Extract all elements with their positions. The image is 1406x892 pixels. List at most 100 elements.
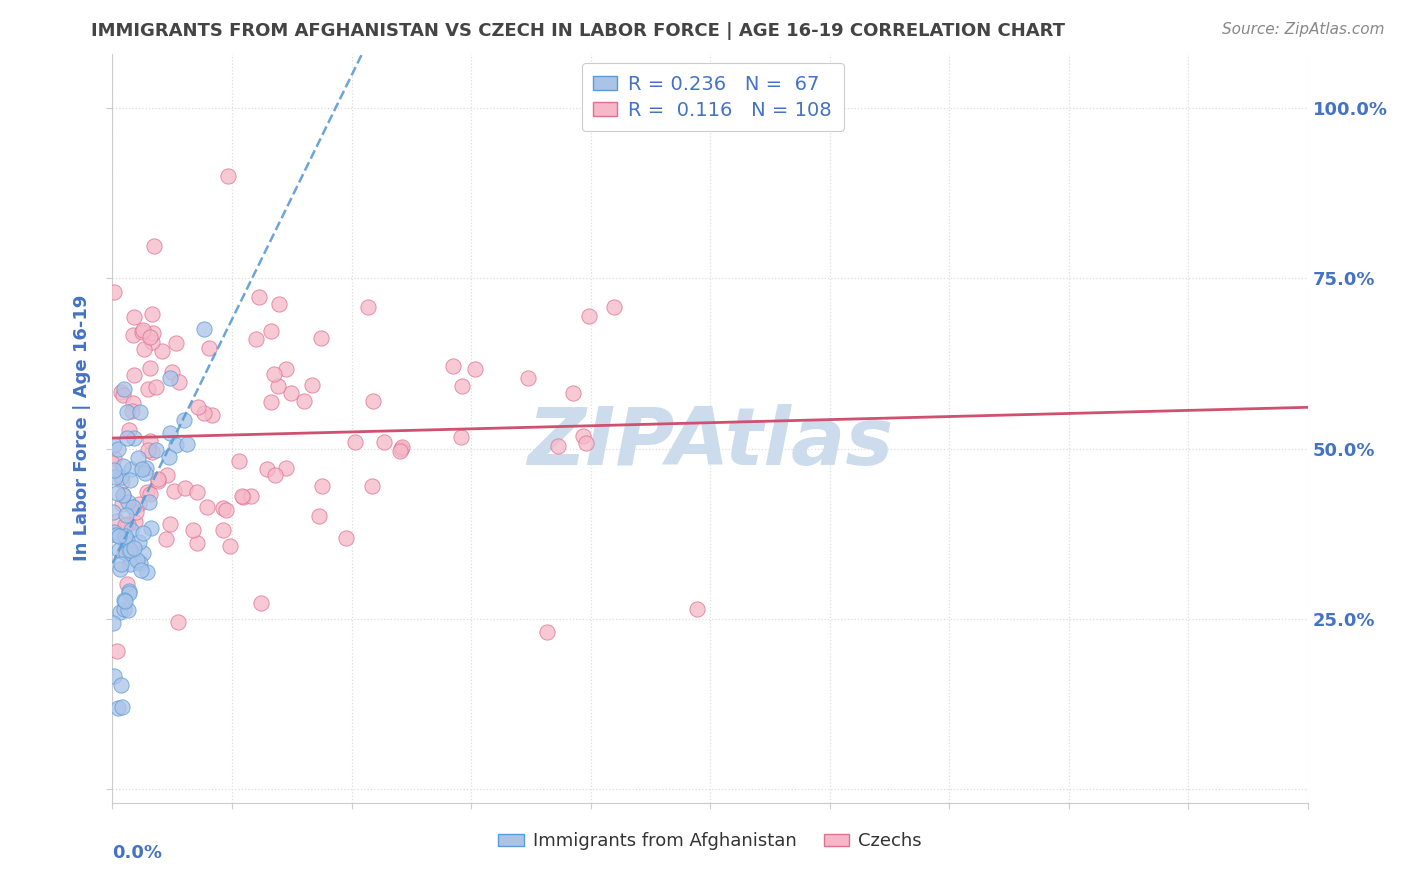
Point xyxy=(112,602,135,616)
Point xyxy=(193,322,215,336)
Point xyxy=(114,518,136,533)
Point xyxy=(110,557,132,571)
Point xyxy=(105,486,128,500)
Point xyxy=(115,431,138,445)
Point xyxy=(112,458,135,473)
Point xyxy=(120,557,142,571)
Point xyxy=(112,593,135,607)
Point xyxy=(129,404,152,418)
Point xyxy=(114,594,136,608)
Point xyxy=(163,483,186,498)
Point xyxy=(361,393,384,408)
Point xyxy=(117,603,139,617)
Point xyxy=(280,386,302,401)
Point xyxy=(122,541,145,556)
Point xyxy=(128,535,150,549)
Point xyxy=(159,370,181,384)
Point xyxy=(124,431,146,445)
Point xyxy=(343,434,366,449)
Point xyxy=(155,532,177,546)
Point xyxy=(136,565,159,579)
Point xyxy=(107,442,129,457)
Point xyxy=(124,368,146,383)
Point xyxy=(186,536,208,550)
Point xyxy=(215,502,238,516)
Point xyxy=(122,328,145,343)
Point xyxy=(131,462,153,476)
Point xyxy=(451,379,474,393)
Point xyxy=(174,482,197,496)
Point xyxy=(122,396,145,410)
Point xyxy=(274,460,297,475)
Point xyxy=(441,359,464,374)
Point xyxy=(129,563,152,577)
Point xyxy=(108,529,131,543)
Point xyxy=(139,360,162,375)
Point xyxy=(181,523,204,537)
Point xyxy=(156,467,179,482)
Point xyxy=(139,487,162,501)
Point xyxy=(125,553,148,567)
Point xyxy=(103,450,125,465)
Point xyxy=(128,556,150,570)
Point xyxy=(292,393,315,408)
Point xyxy=(117,516,139,531)
Point xyxy=(166,438,188,452)
Point xyxy=(264,467,287,482)
Point xyxy=(114,508,136,523)
Point xyxy=(132,342,155,356)
Point xyxy=(250,596,273,610)
Point xyxy=(112,388,135,402)
Point xyxy=(211,523,233,537)
Point xyxy=(101,616,124,631)
Point xyxy=(103,524,125,539)
Point xyxy=(157,450,180,465)
Point xyxy=(132,525,155,540)
Point xyxy=(357,301,380,315)
Point xyxy=(118,584,141,599)
Point xyxy=(142,326,165,340)
Point xyxy=(120,542,142,557)
Point xyxy=(276,362,298,376)
Point xyxy=(150,343,173,358)
Point xyxy=(389,442,412,456)
Point xyxy=(128,497,150,511)
Point xyxy=(115,405,138,419)
Point xyxy=(141,307,163,321)
Point xyxy=(160,366,183,380)
Point xyxy=(686,602,709,616)
Point xyxy=(108,605,131,619)
Point xyxy=(536,625,558,640)
Point xyxy=(125,505,148,519)
Point xyxy=(121,404,143,418)
Point xyxy=(134,467,156,481)
Point xyxy=(138,495,160,509)
Point xyxy=(135,485,157,500)
Point xyxy=(309,331,332,345)
Point xyxy=(120,523,142,537)
Point xyxy=(103,285,125,300)
Point xyxy=(118,586,141,600)
Point xyxy=(195,500,218,515)
Point xyxy=(115,537,138,551)
Point xyxy=(112,545,135,559)
Point xyxy=(301,377,323,392)
Point xyxy=(121,462,143,476)
Point xyxy=(256,461,278,475)
Point xyxy=(217,169,239,183)
Point xyxy=(578,309,600,323)
Point xyxy=(101,506,124,520)
Point xyxy=(145,380,167,394)
Point xyxy=(187,400,209,414)
Point xyxy=(240,490,263,504)
Point xyxy=(132,546,155,560)
Point xyxy=(464,361,486,376)
Point xyxy=(141,521,163,535)
Point xyxy=(114,529,136,543)
Point xyxy=(388,444,411,458)
Point xyxy=(201,408,224,422)
Point xyxy=(159,425,181,440)
Point xyxy=(117,542,139,557)
Point xyxy=(117,423,139,437)
Point xyxy=(165,335,187,350)
